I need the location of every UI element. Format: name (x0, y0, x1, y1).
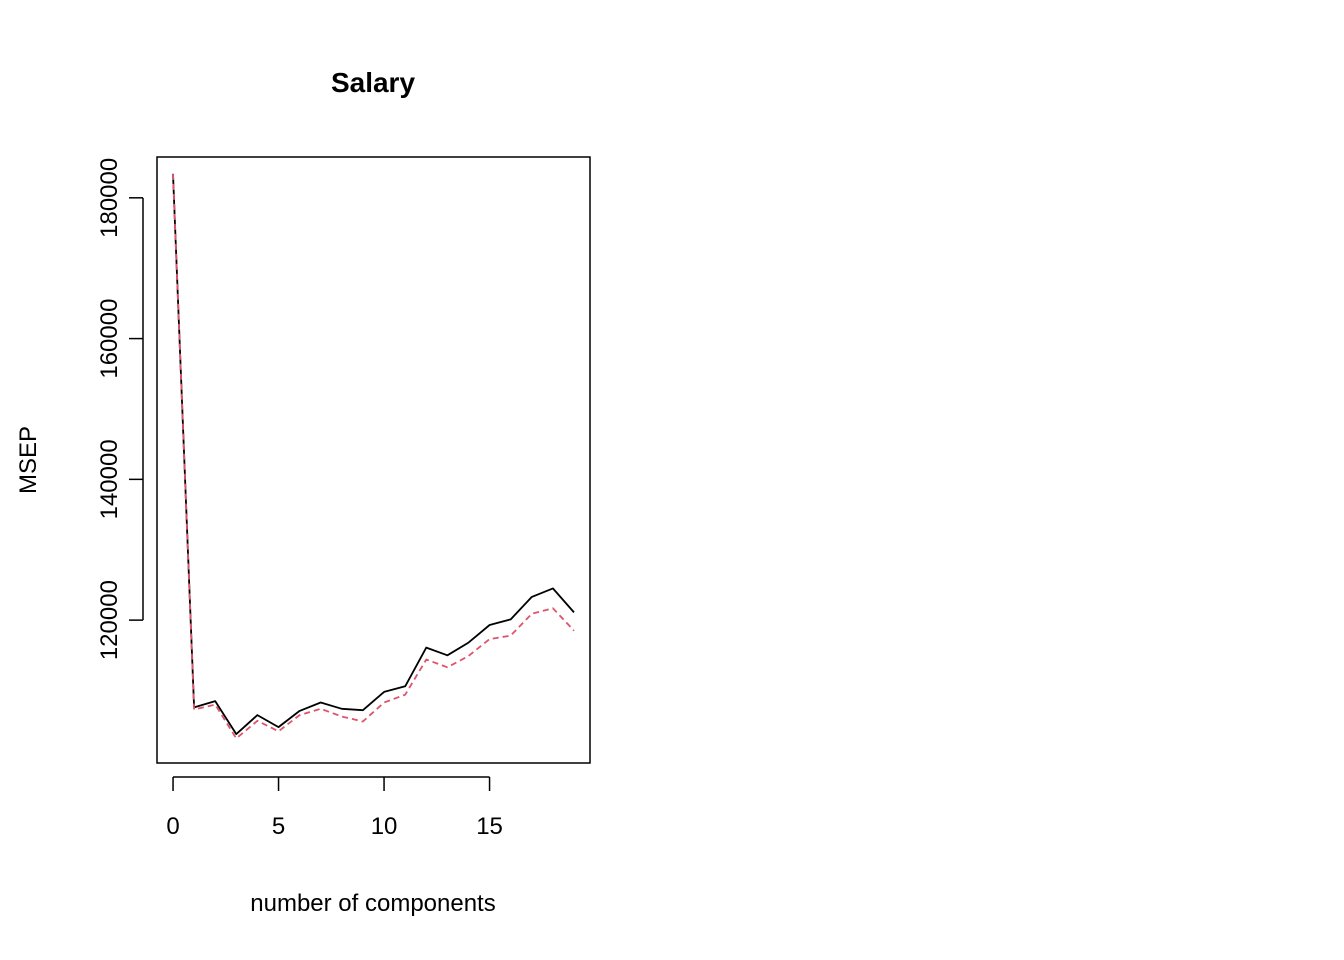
x-axis-label: number of components (250, 890, 495, 917)
x-axis: 0 5 10 15 (166, 776, 503, 840)
series-line-1 (172, 173, 575, 735)
y-axis: 120000 140000 160000 180000 (96, 158, 144, 660)
chart-title: Salary (331, 67, 415, 98)
y-tick-label: 180000 (96, 158, 123, 238)
plot-frame (156, 156, 591, 764)
y-tick-label: 160000 (96, 299, 123, 379)
series-line-2 (172, 173, 575, 740)
series-layer (172, 173, 575, 740)
y-axis-label: MSEP (15, 426, 42, 494)
x-tick-label: 15 (476, 813, 503, 840)
y-tick-label: 120000 (96, 580, 123, 660)
y-tick-label: 140000 (96, 439, 123, 519)
x-tick-label: 5 (272, 813, 285, 840)
x-tick-label: 10 (371, 813, 398, 840)
x-tick-label: 0 (166, 813, 179, 840)
